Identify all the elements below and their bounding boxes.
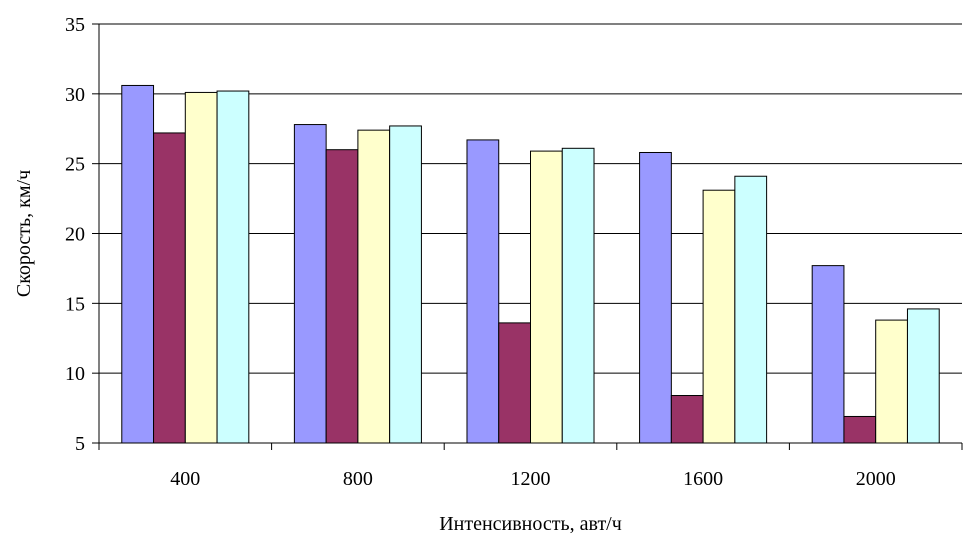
bar-series-3-1600 (702, 189, 736, 444)
bar-series-4-2000 (906, 308, 940, 444)
bar-series-3-800 (357, 129, 391, 444)
x-tick-label: 400 (170, 468, 200, 490)
bars (121, 84, 940, 444)
bar-series-1-2000 (811, 265, 845, 444)
y-tick-label: 20 (65, 224, 85, 246)
bar-series-2-1600 (670, 395, 704, 444)
bar-series-1-1600 (639, 151, 672, 444)
bar-series-1-400 (121, 84, 155, 444)
y-tick-labels: 5 10 15 20 25 30 35 (65, 14, 85, 455)
x-tick-label: 1200 (511, 468, 551, 490)
x-tick-label: 1600 (683, 468, 723, 490)
bar-series-3-2000 (875, 319, 908, 444)
bar-series-1-1200 (466, 139, 500, 444)
bar-series-4-1600 (734, 175, 768, 444)
bar-series-2-400 (153, 132, 186, 444)
y-tick-label: 5 (75, 433, 85, 455)
axes (92, 23, 963, 450)
y-tick-label: 35 (65, 14, 85, 36)
x-tick-labels: 400 800 1200 1600 2000 (170, 468, 895, 490)
y-tick-label: 25 (65, 154, 85, 176)
bar-series-3-1200 (530, 150, 563, 444)
bar-series-3-400 (184, 91, 218, 444)
x-tick-label: 800 (343, 468, 373, 490)
y-tick-label: 30 (65, 84, 85, 106)
bar-series-4-400 (216, 90, 250, 444)
bar-series-4-800 (389, 125, 422, 444)
y-tick-label: 10 (65, 363, 85, 385)
bar-series-2-800 (325, 149, 359, 444)
y-tick-label: 15 (65, 293, 85, 315)
bar-series-2-2000 (843, 415, 877, 444)
bar-series-1-800 (293, 124, 327, 444)
bar-series-2-1200 (498, 322, 532, 444)
bar-series-4-1200 (561, 147, 595, 444)
x-axis-title: Интенсивность, авт/ч (439, 513, 622, 535)
x-tick-label: 2000 (856, 468, 896, 490)
y-axis-title: Скорость, км/ч (13, 170, 35, 297)
